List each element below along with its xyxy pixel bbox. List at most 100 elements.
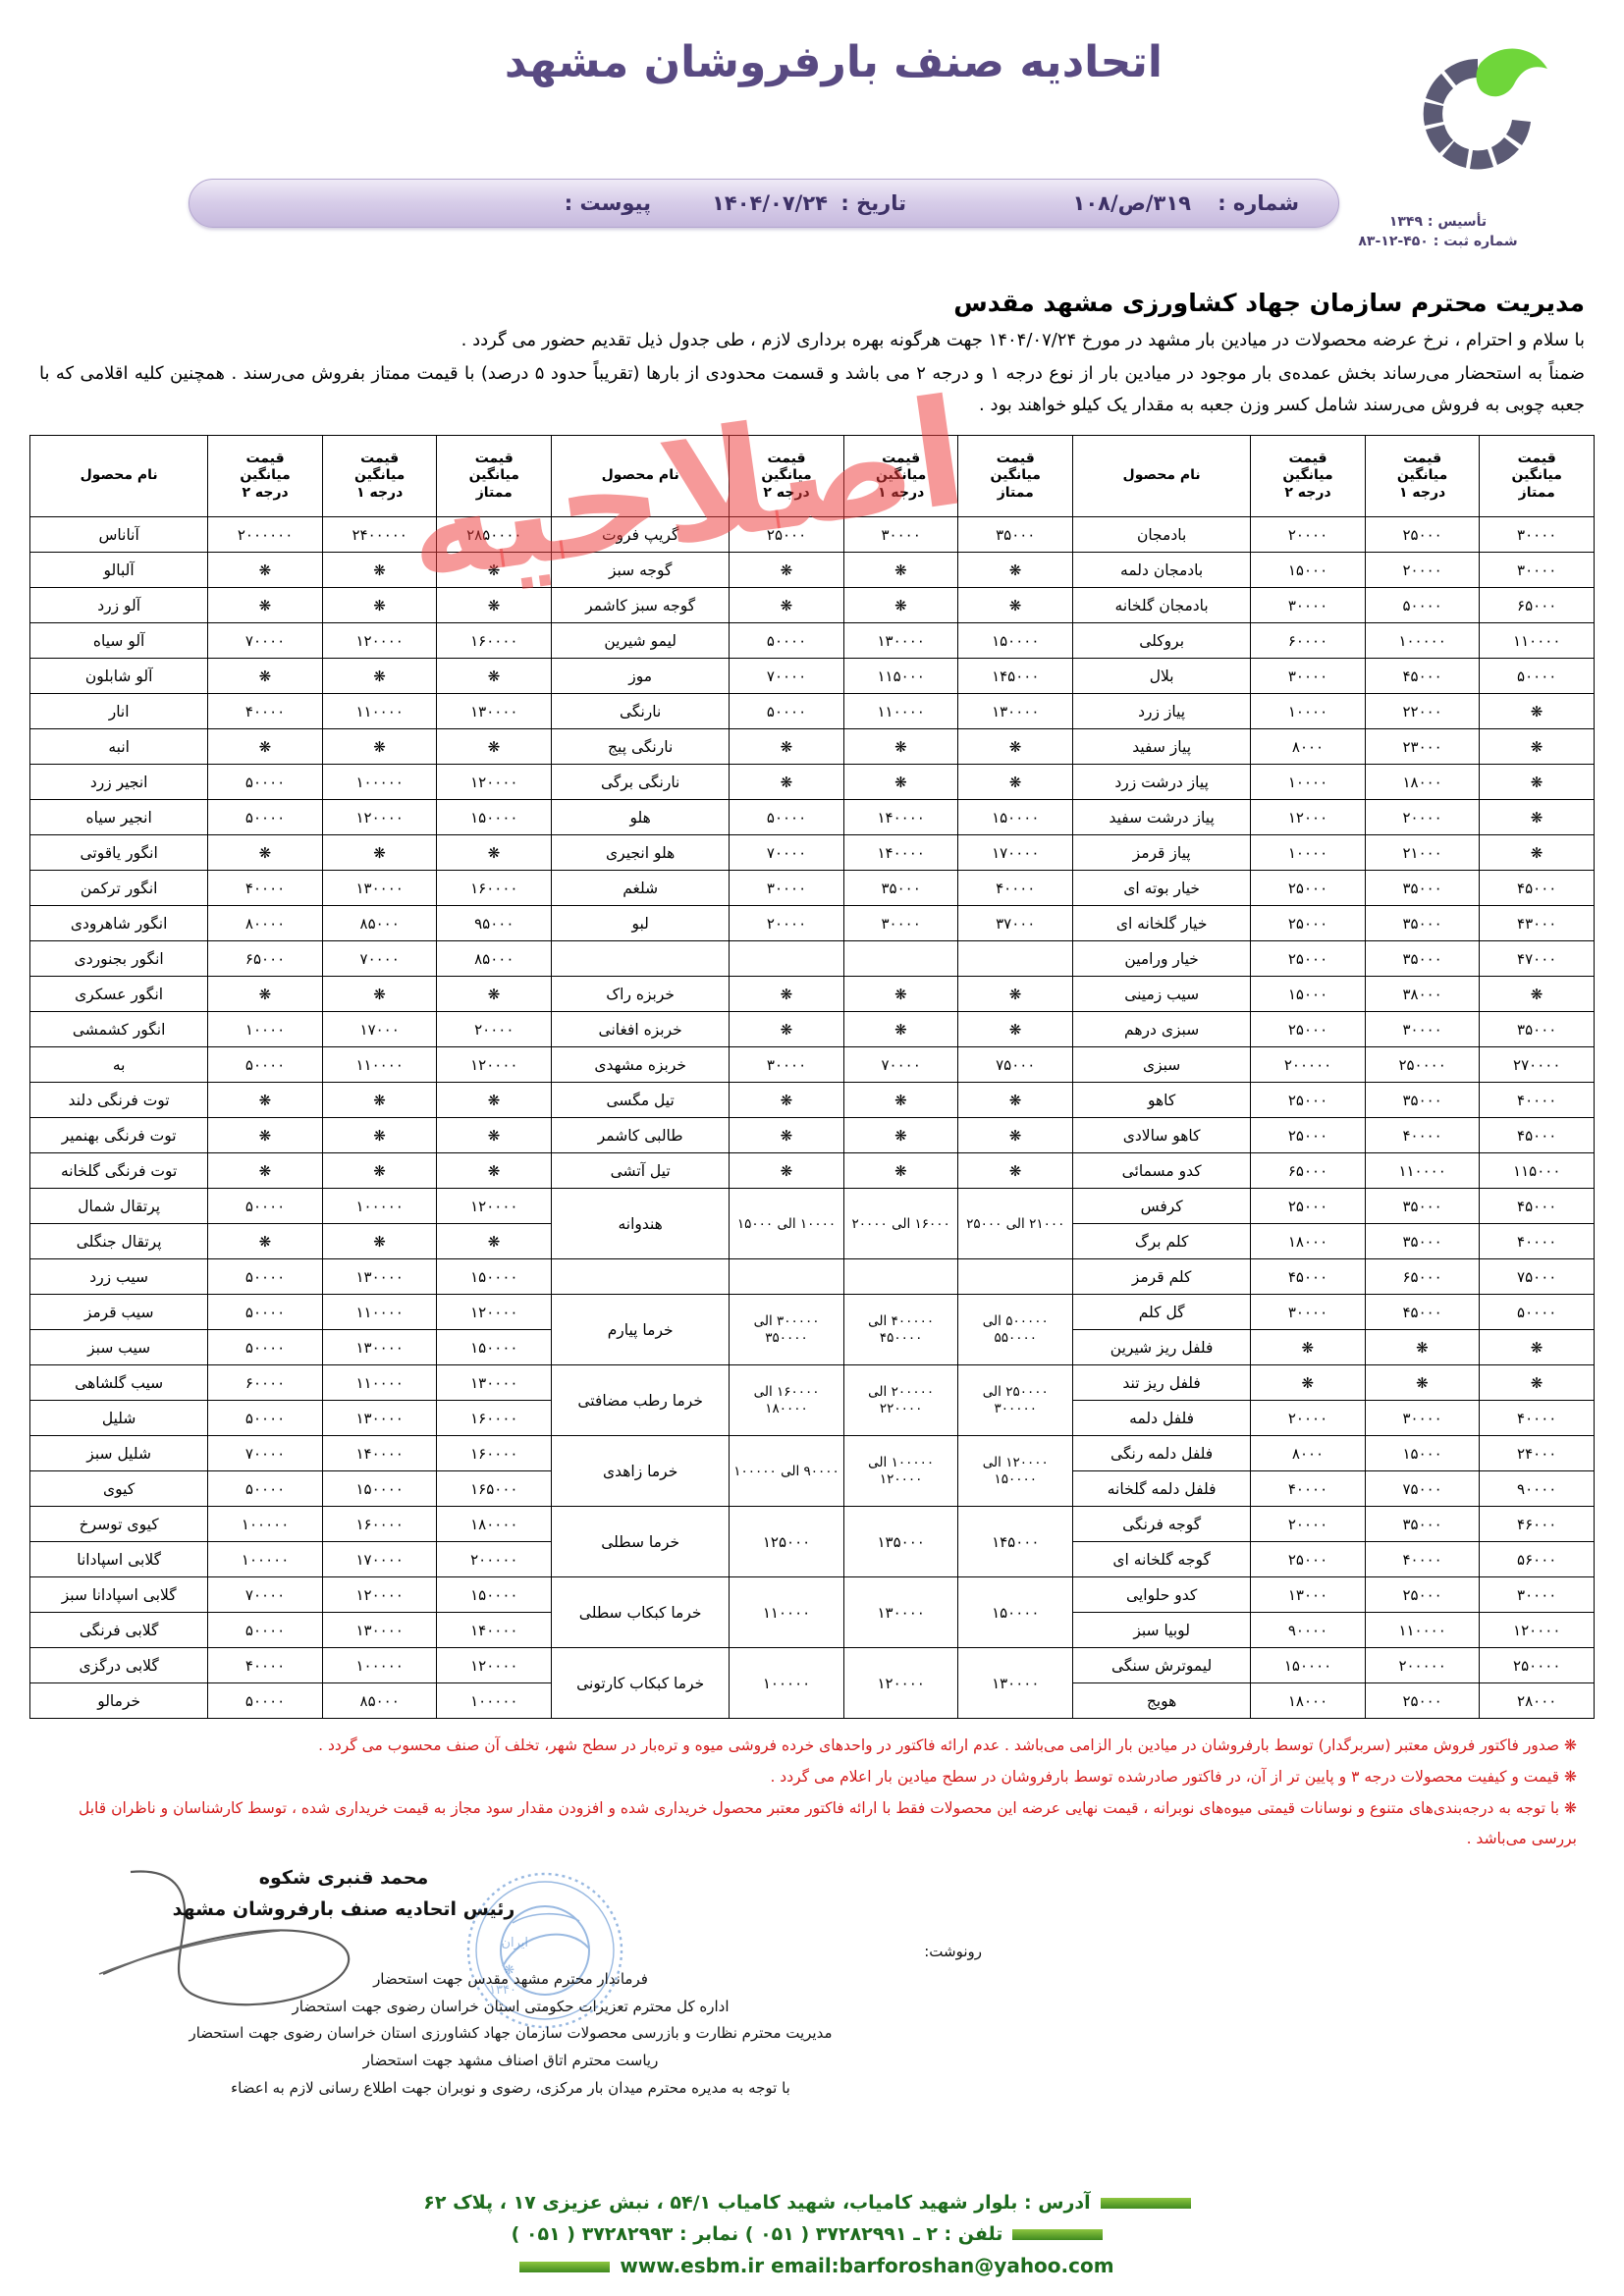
table-row: ۴۳۰۰۰ ۳۵۰۰۰ ۲۵۰۰۰ خیار گلخانه ای ۳۷۰۰۰ ۳۰۰۰۰ ۲…	[28, 905, 1595, 942]
date-value: ۱۴۰۴/۰۷/۲۴	[712, 191, 828, 215]
product-name	[551, 1258, 731, 1296]
price-grade2: ۲۵۰۰۰	[1250, 1541, 1366, 1578]
price-premium: ۹۰۰۰۰	[1479, 1470, 1595, 1508]
price-grade2: ❋	[729, 1117, 844, 1154]
price-grade2: ۱۵۰۰۰	[1250, 976, 1366, 1013]
price-grade1: ۴۰۰۰۰	[1364, 1541, 1481, 1578]
price-grade1: ❋	[1364, 1364, 1481, 1402]
price-premium: ۵۰۰۰۰۰ الی ۵۵۰۰۰۰	[957, 1294, 1074, 1366]
price-grade2: ۷۰۰۰۰	[207, 1435, 323, 1472]
price-grade2: ❋	[207, 1223, 323, 1260]
price-grade1: ۱۰۰۰۰۰ الی ۱۲۰۰۰۰	[842, 1435, 959, 1508]
price-premium: ۷۵۰۰۰	[1479, 1258, 1595, 1296]
price-grade2	[729, 940, 844, 978]
price-premium: ❋	[436, 1117, 553, 1154]
product-name: تیل مگسی	[551, 1082, 731, 1119]
price-grade1: ۱۲۰۰۰۰	[321, 1576, 438, 1614]
product-name: پیاز زرد	[1072, 693, 1252, 730]
product-name: فلفل دلمه گلخانه	[1072, 1470, 1252, 1508]
product-name: انجیر سیاه	[28, 799, 209, 836]
product-name: کرفس	[1072, 1188, 1252, 1225]
price-grade1: ۱۷۰۰۰۰	[321, 1541, 438, 1578]
footer-phone-line: تلفن : ۲ ـ ۳۷۲۸۲۹۹۱ ( ۰۵۱ ) نمابر : ۳۷۲۸…	[0, 2219, 1624, 2250]
table-row: ۷۵۰۰۰ ۶۵۰۰۰ ۴۵۰۰۰ کلم قرمز ۱۵۰۰۰۰ ۱۳۰۰۰۰ ۵۰۰۰۰…	[28, 1258, 1595, 1296]
price-grade2: ❋	[729, 587, 844, 624]
handwritten-signature-icon	[98, 1870, 351, 2006]
table-header-row: قیمت میانگین ممتاز قیمت میانگین درجه ۱ قیمت م…	[28, 435, 1595, 518]
table-row: ۴۵۰۰۰ ۳۵۰۰۰ ۲۵۰۰۰ خیار بوته ای ۴۰۰۰۰ ۳۵۰۰۰ ۳۰۰…	[28, 870, 1595, 907]
intro-paragraph-1: با سلام و احترام ، نرخ عرضه محصولات در م…	[460, 330, 1585, 350]
price-grade1: ۴۰۰۰۰۰ الی ۴۵۰۰۰۰	[842, 1294, 959, 1366]
price-grade2: ❋	[729, 1082, 844, 1119]
organization-title: اتحادیه صنف بارفروشان مشهد	[504, 37, 1164, 87]
product-name: کیوی توسرخ	[28, 1506, 209, 1543]
price-grade1: ۳۵۰۰۰	[1364, 870, 1481, 907]
price-grade1: ❋	[321, 834, 438, 872]
registration-number: شماره ثبت : ۴۵۰-۱۲-۸۳	[1358, 234, 1518, 250]
price-premium: ❋	[436, 552, 553, 589]
price-premium: ❋	[1479, 728, 1595, 766]
table-row: ۵۶۰۰۰ ۴۰۰۰۰ ۲۵۰۰۰ گوجه گلخانه ای ۲۰۰۰۰۰ ۱۷۰۰۰…	[28, 1541, 1595, 1578]
price-premium: ۱۳۰۰۰۰	[957, 693, 1074, 730]
price-grade2: ۳۰۰۰۰	[729, 1046, 844, 1084]
price-grade1: ۳۰۰۰۰	[1364, 1400, 1481, 1437]
price-grade2: ❋	[207, 976, 323, 1013]
price-grade1: ۲۵۰۰۰	[1364, 516, 1481, 554]
product-name: کیوی	[28, 1470, 209, 1508]
product-name: گوجه فرنگی	[1072, 1506, 1252, 1543]
price-premium: ۴۰۰۰۰	[1479, 1400, 1595, 1437]
table-row: ❋ ۲۱۰۰۰ ۱۰۰۰۰ پیاز قرمز ۱۷۰۰۰۰ ۱۴۰۰۰۰ ۷۰۰۰۰ هلو…	[28, 834, 1595, 872]
price-grade2: ۴۰۰۰۰	[1250, 1470, 1366, 1508]
product-name: پیاز قرمز	[1072, 834, 1252, 872]
letter-meta-bar: شماره : ۳۱۹/ص/۱۰۸ تاریخ : ۱۴۰۴/۰۷/۲۴ پیو…	[189, 179, 1339, 228]
price-premium: ۳۷۰۰۰	[957, 905, 1074, 942]
col-name-2: نام محصول	[551, 435, 731, 518]
price-grade1	[842, 940, 959, 978]
price-premium: ۱۳۰۰۰۰	[957, 1647, 1074, 1720]
product-name: انگور یاقوتی	[28, 834, 209, 872]
green-bar-icon	[1012, 2228, 1104, 2240]
price-premium: ❋	[1479, 976, 1595, 1013]
price-grade2: ❋	[729, 976, 844, 1013]
price-premium: ۱۴۰۰۰۰	[436, 1612, 553, 1649]
product-name: خرمالو	[28, 1682, 209, 1720]
price-grade1: ۸۵۰۰۰	[321, 1682, 438, 1720]
price-grade1: ❋	[842, 552, 959, 589]
price-premium: ۲۵۰۰۰۰ الی ۳۰۰۰۰۰	[957, 1364, 1074, 1437]
price-grade2: ۵۰۰۰۰	[207, 1329, 323, 1366]
col-premium-1: قیمت میانگین ممتاز	[436, 435, 553, 518]
price-grade2: ۲۰۰۰۰۰	[1250, 1046, 1366, 1084]
price-grade2: ۵۰۰۰۰	[729, 622, 844, 660]
product-name: هویج	[1072, 1682, 1252, 1720]
price-premium: ❋	[1479, 693, 1595, 730]
product-name: کاهو سالادی	[1072, 1117, 1252, 1154]
price-grade1: ۲۰۰۰۰	[1364, 799, 1481, 836]
signature-zone: محمد قنبری شکوه رئیس اتحادیه صنف بارفروش…	[0, 1856, 1624, 2097]
price-premium: ❋	[1479, 799, 1595, 836]
product-name: پیاز درشت زرد	[1072, 764, 1252, 801]
price-grade2: ۲۰۰۰۰	[1250, 1400, 1366, 1437]
price-premium: ۱۵۰۰۰۰	[436, 799, 553, 836]
table-row: ۲۴۰۰۰ ۱۵۰۰۰ ۸۰۰۰ فلفل دلمه رنگی ۱۲۰۰۰۰ الی ۱…	[28, 1435, 1595, 1508]
product-name: پرتقال جنگلی	[28, 1223, 209, 1260]
svg-text:❋: ❋	[504, 1963, 514, 1978]
price-premium: ۳۰۰۰۰	[1479, 552, 1595, 589]
footer-web[interactable]: www.esbm.ir email:barforoshan@yahoo.com	[620, 2254, 1114, 2277]
price-premium: ۱۶۰۰۰۰	[436, 1400, 553, 1437]
price-premium	[957, 940, 1074, 978]
price-grade2: ❋	[207, 552, 323, 589]
price-grade1: ۱۳۵۰۰۰	[842, 1506, 959, 1578]
price-premium: ❋	[957, 1011, 1074, 1048]
price-grade2: ❋	[729, 1152, 844, 1190]
price-grade1: ۱۵۰۰۰	[1364, 1435, 1481, 1472]
price-grade1: ۲۴۰۰۰۰۰	[321, 516, 438, 554]
product-name: کاهو	[1072, 1082, 1252, 1119]
price-grade1: ۱۰۰۰۰۰	[321, 1647, 438, 1684]
table-row: ۲۸۰۰۰ ۲۵۰۰۰ ۱۸۰۰۰ هویج ۱۰۰۰۰۰ ۸۵۰۰۰ ۵۰۰۰۰ خرمال…	[28, 1682, 1595, 1720]
price-premium: ۴۵۰۰۰	[1479, 1188, 1595, 1225]
product-name: خرما پیارم	[551, 1294, 731, 1366]
product-name: گوجه سبز	[551, 552, 731, 589]
table-row: ۴۶۰۰۰ ۳۵۰۰۰ ۲۰۰۰۰ گوجه فرنگی ۱۴۵۰۰۰ ۱۳۵۰۰۰ ۱۲۵…	[28, 1506, 1595, 1578]
svg-text:ایران: ایران	[501, 1936, 528, 1950]
table-row: ۲۷۰۰۰۰ ۲۵۰۰۰۰ ۲۰۰۰۰۰ سبزی ۷۵۰۰۰ ۷۰۰۰۰ ۳۰۰۰۰ خرب…	[28, 1046, 1595, 1084]
